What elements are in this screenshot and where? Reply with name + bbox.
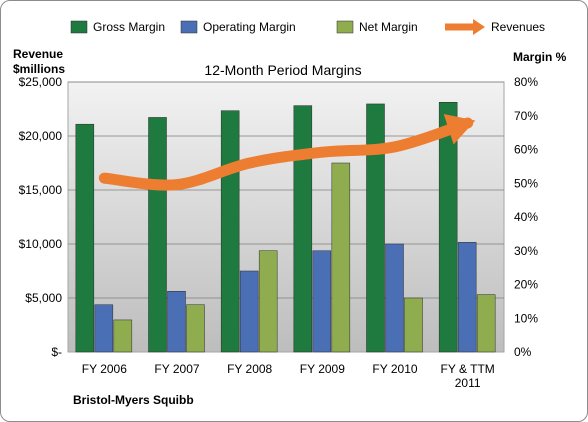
- right-tick-label: 0%: [514, 345, 532, 359]
- left-tick-label: $5,000: [25, 291, 62, 305]
- right-axis-title: Margin %: [513, 50, 567, 64]
- bar: [438, 102, 458, 353]
- bar: [293, 105, 313, 353]
- legend-swatch-arrow: [473, 19, 485, 35]
- category-label: FY 2007: [154, 362, 199, 376]
- plot-area: [67, 81, 505, 353]
- left-tick-label: $15,000: [19, 183, 63, 197]
- category-label: FY 2010: [372, 362, 417, 376]
- bar: [148, 117, 167, 353]
- bar: [331, 162, 351, 353]
- category-label: FY & TTM: [441, 362, 495, 376]
- company-name: Bristol-Myers Squibb: [73, 393, 194, 407]
- bar: [94, 304, 114, 353]
- right-tick-label: 20%: [514, 278, 538, 292]
- legend-swatch: [70, 20, 88, 34]
- right-tick-label: 50%: [514, 176, 538, 190]
- revenue-line: [98, 114, 476, 191]
- legend-swatch: [180, 20, 198, 34]
- bar: [113, 319, 133, 353]
- bar: [220, 110, 240, 353]
- revenue-series-line: [98, 117, 474, 191]
- right-tick-label: 30%: [514, 244, 538, 258]
- legend-swatch: [336, 20, 354, 34]
- bar: [404, 297, 423, 353]
- bar: [239, 270, 259, 353]
- bar: [312, 250, 332, 353]
- bar: [476, 294, 496, 353]
- bar: [366, 103, 385, 353]
- bar: [75, 123, 95, 353]
- legend-label: Revenues: [491, 20, 545, 34]
- legend-label: Gross Margin: [93, 20, 165, 34]
- legend-label: Net Margin: [359, 20, 418, 34]
- axes: $- $5,000 $10,000 $15,000 $20,000 $25,000 0% 10…: [19, 75, 539, 390]
- left-tick-label: $10,000: [19, 237, 63, 251]
- bar: [167, 291, 186, 353]
- legend-label: Operating Margin: [203, 20, 296, 34]
- revenue-arrowhead: [443, 114, 476, 145]
- category-label: FY 2006: [82, 362, 127, 376]
- bar: [258, 250, 278, 353]
- bar: [457, 242, 477, 353]
- left-tick-label: $20,000: [19, 129, 63, 143]
- right-tick-label: 10%: [514, 311, 538, 325]
- right-tick-label: 80%: [514, 75, 538, 89]
- category-label: FY 2008: [227, 362, 272, 376]
- category-label: 2011: [455, 376, 481, 390]
- bar: [385, 243, 404, 353]
- bars: [75, 102, 496, 353]
- legend: Gross Margin Operating Margin Net Margin Re…: [70, 19, 545, 35]
- left-axis-title-line1: Revenue: [13, 47, 63, 61]
- left-axis-title-line2: $millions: [13, 62, 65, 76]
- left-tick-label: $-: [51, 345, 62, 359]
- bar: [186, 304, 205, 353]
- category-label: FY 2009: [300, 362, 345, 376]
- right-tick-label: 70%: [514, 109, 538, 123]
- right-tick-label: 40%: [514, 210, 538, 224]
- chart-title: 12-Month Period Margins: [204, 62, 361, 78]
- left-tick-label: $25,000: [19, 75, 63, 89]
- right-tick-label: 60%: [514, 143, 538, 157]
